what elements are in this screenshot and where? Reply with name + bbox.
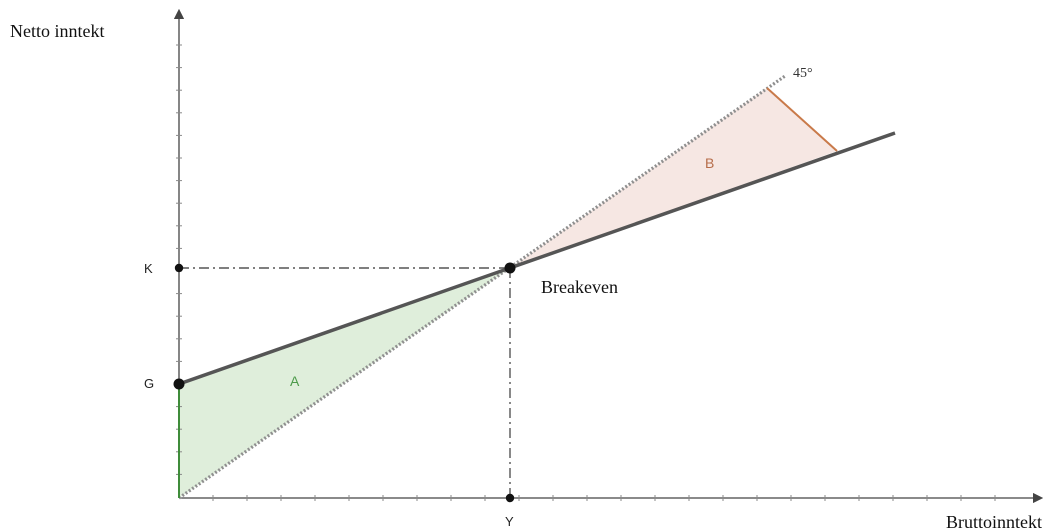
point-g [173,378,185,390]
label-k: K [144,261,153,276]
label-region-a: A [290,373,300,389]
x-axis-title: Bruttoinntekt [946,512,1042,532]
label-breakeven: Breakeven [541,277,618,297]
point-y [505,493,515,503]
point-breakeven [504,262,516,274]
label-y: Y [505,514,514,529]
region-b [510,88,837,268]
diagonal-45-line [178,74,786,500]
label-region-b: B [705,155,714,171]
y-axis-title: Netto inntekt [10,21,104,41]
point-k [174,263,184,273]
orange-angle-segment [766,87,838,152]
label-g: G [144,376,154,391]
net-income-line [178,131,896,386]
label-angle-45: 45° [793,66,813,81]
x-axis-ticks [212,495,996,501]
